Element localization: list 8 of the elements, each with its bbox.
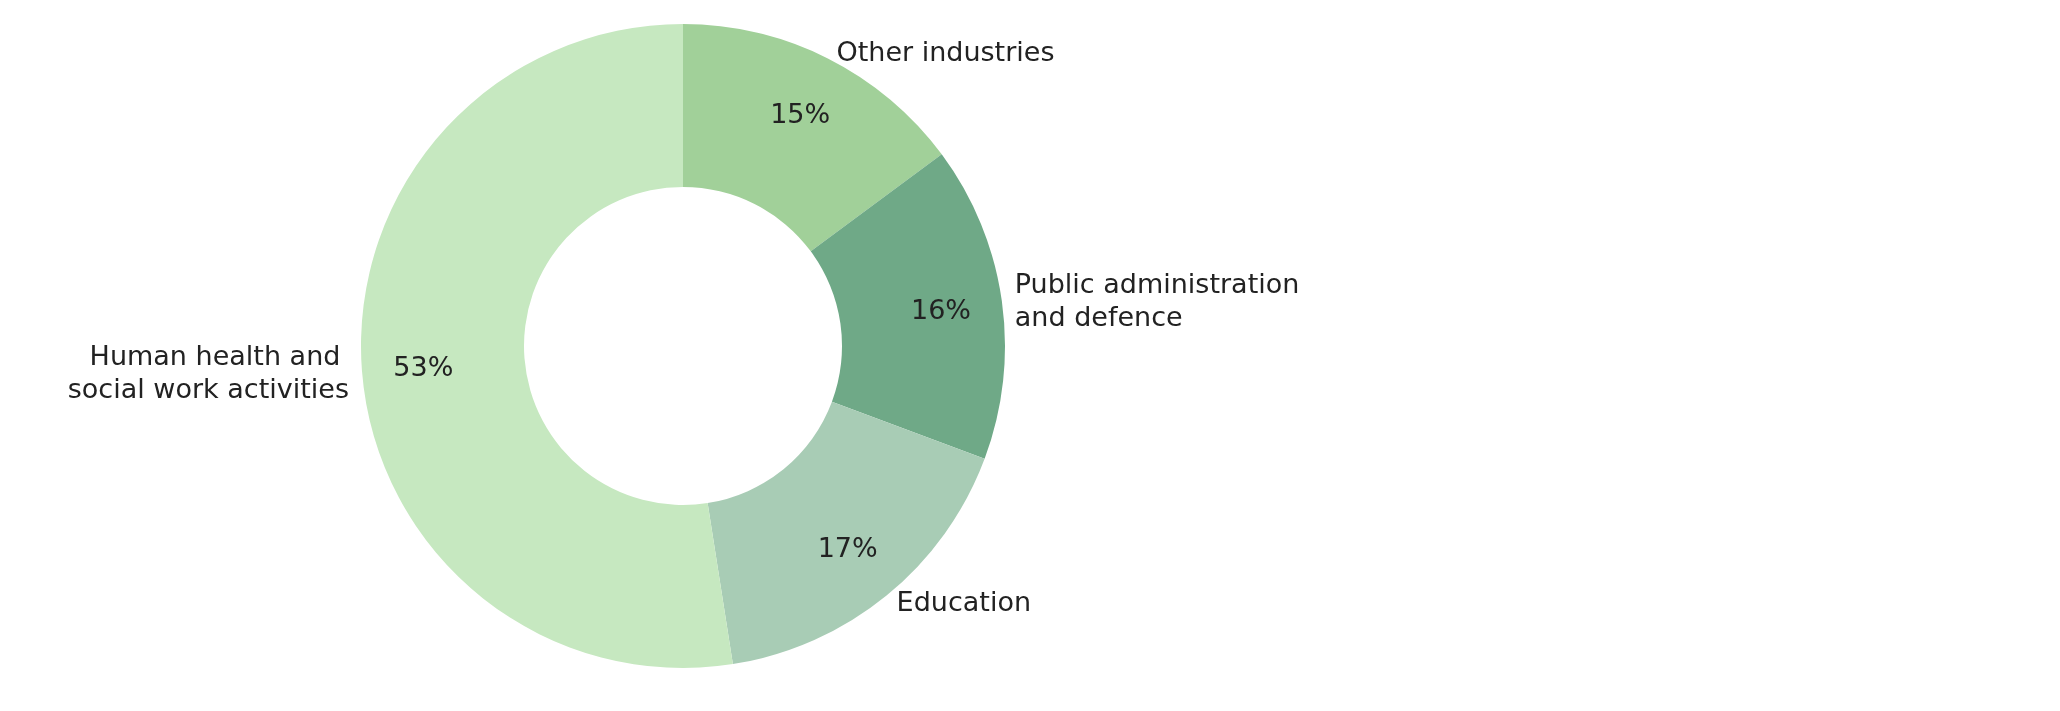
slice-label: Human health and social work activities [67, 339, 349, 404]
slice-label: Education [896, 586, 1032, 618]
data-label: 17% [817, 532, 878, 564]
data-label: 53% [393, 350, 454, 382]
data-label: 16% [910, 294, 971, 326]
slice-label: Public administration and defence [1014, 267, 1308, 332]
slice-label: Other industries [836, 35, 1055, 67]
data-label: 15% [770, 97, 831, 129]
